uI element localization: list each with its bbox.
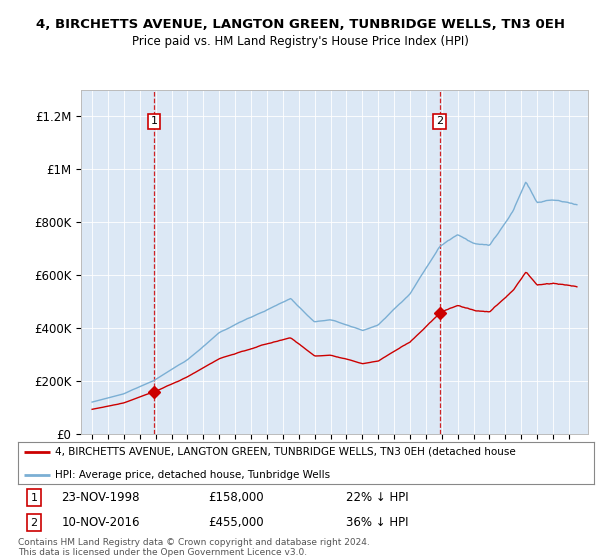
Text: 4, BIRCHETTS AVENUE, LANGTON GREEN, TUNBRIDGE WELLS, TN3 0EH: 4, BIRCHETTS AVENUE, LANGTON GREEN, TUNB… bbox=[35, 18, 565, 31]
Text: 2: 2 bbox=[31, 517, 38, 528]
Text: 4, BIRCHETTS AVENUE, LANGTON GREEN, TUNBRIDGE WELLS, TN3 0EH (detached house: 4, BIRCHETTS AVENUE, LANGTON GREEN, TUNB… bbox=[55, 447, 516, 456]
Text: HPI: Average price, detached house, Tunbridge Wells: HPI: Average price, detached house, Tunb… bbox=[55, 470, 331, 480]
Text: 1: 1 bbox=[151, 116, 158, 127]
Text: 36% ↓ HPI: 36% ↓ HPI bbox=[346, 516, 409, 529]
Text: Contains HM Land Registry data © Crown copyright and database right 2024.
This d: Contains HM Land Registry data © Crown c… bbox=[18, 538, 370, 557]
Text: £158,000: £158,000 bbox=[208, 491, 264, 504]
Text: Price paid vs. HM Land Registry's House Price Index (HPI): Price paid vs. HM Land Registry's House … bbox=[131, 35, 469, 48]
Text: 22% ↓ HPI: 22% ↓ HPI bbox=[346, 491, 409, 504]
Text: £455,000: £455,000 bbox=[208, 516, 264, 529]
Text: 1: 1 bbox=[31, 493, 38, 503]
Text: 2: 2 bbox=[436, 116, 443, 127]
Text: 10-NOV-2016: 10-NOV-2016 bbox=[61, 516, 140, 529]
Text: 23-NOV-1998: 23-NOV-1998 bbox=[61, 491, 140, 504]
